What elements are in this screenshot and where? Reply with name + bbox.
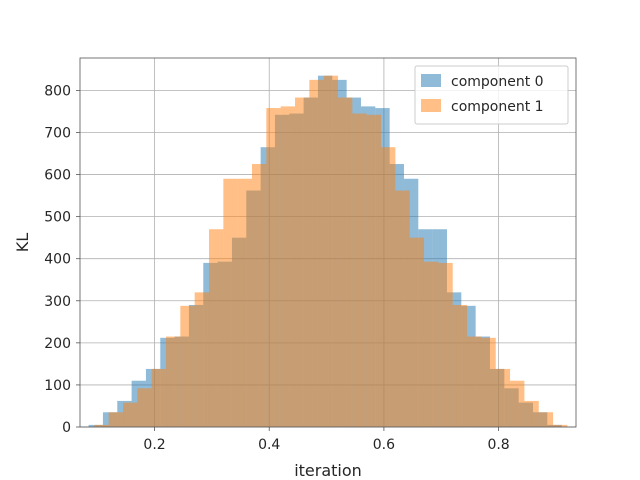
histogram-bar <box>137 388 152 427</box>
y-axis-ticks: 0 100 200 300 400 500 600 700 800 <box>44 83 80 436</box>
y-tick-label: 800 <box>44 83 71 99</box>
histogram-bar <box>495 368 511 427</box>
legend-label-component-0: component 0 <box>451 74 544 90</box>
histogram-bar <box>237 178 253 427</box>
y-tick-label: 400 <box>44 252 71 268</box>
histogram-bars <box>88 75 568 428</box>
x-axis-label: iteration <box>294 461 362 480</box>
histogram-bar <box>309 79 324 427</box>
x-axis-ticks: 0.2 0.4 0.6 0.8 <box>143 427 510 453</box>
histogram-bar <box>438 262 453 427</box>
histogram-bar <box>123 402 138 427</box>
legend-swatch-component-1 <box>421 99 441 112</box>
y-tick-label: 600 <box>44 168 71 184</box>
histogram-bar <box>452 304 468 427</box>
series-1-bars <box>94 75 568 428</box>
histogram-bar <box>538 412 554 427</box>
y-tick-label: 0 <box>62 420 71 436</box>
y-tick-label: 700 <box>44 125 71 141</box>
histogram-bar <box>280 106 296 428</box>
histogram-bar <box>194 292 210 427</box>
legend-swatch-component-0 <box>421 74 441 87</box>
y-axis-label: KL <box>13 233 32 252</box>
histogram-bar <box>151 368 167 427</box>
legend: component 0 component 1 <box>414 65 569 125</box>
legend-box <box>414 65 569 125</box>
histogram-bar <box>395 190 410 427</box>
histogram-bar <box>108 412 124 427</box>
histogram-bar <box>409 237 425 427</box>
histogram-bar <box>510 380 525 427</box>
x-tick-label: 0.4 <box>258 437 280 453</box>
y-tick-label: 100 <box>44 378 71 394</box>
histogram-bar <box>295 97 310 427</box>
histogram-bar <box>553 424 568 427</box>
histogram-bar <box>524 400 539 427</box>
histogram-bar <box>467 336 482 427</box>
histogram-bar <box>266 108 281 428</box>
plot-frame <box>79 57 577 428</box>
y-tick-label: 200 <box>44 336 71 352</box>
histogram-bar <box>481 337 496 427</box>
histogram-bar <box>166 336 181 427</box>
histogram-bar <box>381 147 396 428</box>
histogram-bar <box>338 97 353 427</box>
histogram-bar <box>223 178 238 427</box>
x-tick-label: 0.6 <box>373 437 395 453</box>
histogram-bar <box>352 113 367 427</box>
histogram-bar <box>209 229 224 427</box>
histogram-bar <box>323 75 339 428</box>
legend-label-component-1: component 1 <box>451 99 544 115</box>
histogram-bar <box>94 424 109 427</box>
histogram-bar <box>252 164 267 427</box>
x-tick-label: 0.8 <box>487 437 509 453</box>
y-tick-label: 500 <box>44 210 71 226</box>
y-tick-label: 300 <box>44 294 71 310</box>
histogram-bar <box>424 261 439 427</box>
histogram-bar <box>366 114 382 427</box>
x-tick-label: 0.2 <box>143 437 165 453</box>
histogram-bar <box>180 305 195 427</box>
